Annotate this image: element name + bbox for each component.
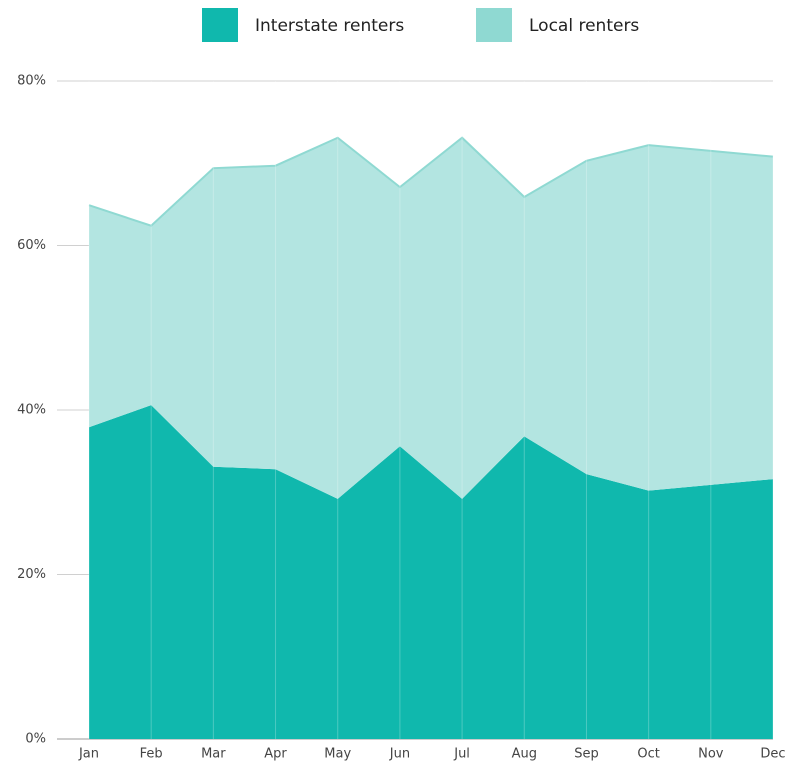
y-tick-label: 0% [25, 732, 46, 747]
x-tick-label: Jun [389, 747, 410, 762]
x-tick-label: Dec [760, 747, 785, 762]
y-tick-label: 40% [17, 403, 46, 418]
x-tick-label: May [324, 747, 351, 762]
x-tick-label: Jan [78, 747, 99, 762]
y-tick-label: 20% [17, 567, 46, 582]
x-tick-label: Feb [140, 747, 163, 762]
area [89, 405, 773, 739]
y-tick-label: 60% [17, 238, 46, 253]
area [89, 137, 773, 499]
legend-swatch [202, 8, 238, 42]
x-tick-label: Apr [264, 747, 287, 762]
x-tick-label: Oct [637, 747, 659, 762]
legend-label: Interstate renters [255, 16, 404, 36]
y-tick-label: 80% [17, 74, 46, 89]
x-tick-label: Jul [453, 747, 470, 762]
area-edge [88, 136, 774, 227]
legend-label: Local renters [529, 16, 639, 36]
x-tick-label: Mar [201, 747, 226, 762]
x-tick-label: Nov [698, 747, 724, 762]
x-tick-label: Sep [574, 747, 599, 762]
legend-swatch [476, 8, 512, 42]
x-tick-label: Aug [512, 747, 537, 762]
